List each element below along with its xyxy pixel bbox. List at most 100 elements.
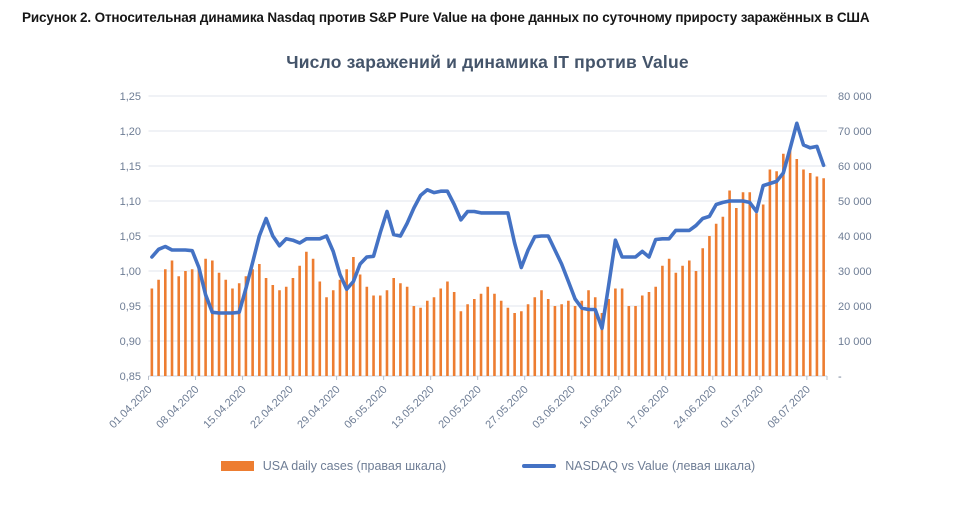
daily-cases-bar <box>358 274 362 376</box>
x-tick-label: 22.04.2020 <box>248 384 295 431</box>
daily-cases-bar <box>190 269 194 376</box>
daily-cases-bar <box>526 304 530 376</box>
daily-cases-bar <box>614 288 617 376</box>
daily-cases-bar <box>694 271 698 376</box>
daily-cases-bar <box>587 290 590 376</box>
daily-cases-bar <box>795 159 799 376</box>
daily-cases-bar <box>412 306 416 376</box>
x-tick-label: 03.06.2020 <box>530 384 577 431</box>
daily-cases-bar <box>721 216 725 376</box>
daily-cases-bar <box>473 299 476 376</box>
daily-cases-bar <box>627 306 631 376</box>
legend-label-nasdaq: NASDAQ vs Value (левая шкала) <box>565 459 756 473</box>
daily-cases-bar <box>372 295 375 376</box>
daily-cases-bar <box>775 171 778 376</box>
daily-cases-bar <box>311 258 315 376</box>
daily-cases-bar <box>560 304 563 376</box>
daily-cases-bar <box>667 258 671 376</box>
daily-cases-bar <box>607 299 610 376</box>
daily-cases-bar <box>822 178 825 376</box>
daily-cases-bar <box>486 286 490 376</box>
daily-cases-bar <box>493 293 496 376</box>
x-tick-label: 08.07.2020 <box>766 384 813 431</box>
daily-cases-bar <box>365 286 369 376</box>
daily-cases-bar <box>211 260 214 376</box>
daily-cases-bar <box>674 272 678 376</box>
daily-cases-bar <box>284 286 288 376</box>
daily-cases-bar <box>345 269 348 376</box>
daily-cases-bar <box>620 288 624 376</box>
daily-cases-bar <box>540 290 543 376</box>
daily-cases-bar <box>325 297 328 376</box>
x-tick-label: 15.04.2020 <box>201 384 248 431</box>
daily-cases-bar <box>425 300 429 376</box>
daily-cases-bar <box>479 293 483 376</box>
daily-cases-bar <box>580 300 584 376</box>
left-axis-tick-label: 0,85 <box>120 371 141 383</box>
daily-cases-bar <box>735 208 738 376</box>
chart-title: Число заражений и динамика IT против Val… <box>286 52 689 72</box>
daily-cases-bar <box>237 283 241 376</box>
daily-cases-bar <box>640 295 644 376</box>
x-tick-label: 10.06.2020 <box>577 384 624 431</box>
right-axis-tick-label: 80 000 <box>838 91 872 103</box>
x-tick-label: 06.05.2020 <box>342 384 389 431</box>
left-axis-tick-label: 1,20 <box>120 126 141 138</box>
daily-cases-bar <box>466 304 469 376</box>
daily-cases-bar <box>432 297 436 376</box>
daily-cases-bar <box>150 288 154 376</box>
daily-cases-bar <box>681 265 684 376</box>
x-tick-label: 13.05.2020 <box>389 384 436 431</box>
right-axis-tick-label: - <box>838 371 842 383</box>
daily-cases-bar <box>305 251 308 376</box>
daily-cases-bar <box>741 192 745 376</box>
x-tick-label: 01.04.2020 <box>107 384 154 431</box>
daily-cases-bar <box>634 306 637 376</box>
daily-cases-bar <box>782 153 785 376</box>
left-axis-tick-label: 1,00 <box>120 266 141 278</box>
x-tick-label: 29.04.2020 <box>295 384 342 431</box>
daily-cases-bar <box>170 260 174 376</box>
daily-cases-bar <box>513 313 516 376</box>
x-tick-label: 24.06.2020 <box>671 384 718 431</box>
x-tick-label: 27.05.2020 <box>483 384 530 431</box>
daily-cases-bar <box>204 258 207 376</box>
daily-cases-bar <box>258 264 261 376</box>
daily-cases-bar <box>298 265 301 376</box>
daily-cases-bar <box>392 278 396 376</box>
left-axis-tick-label: 0,90 <box>120 336 141 348</box>
right-axis-tick-label: 10 000 <box>838 336 872 348</box>
daily-cases-bar <box>197 265 201 376</box>
x-tick-label: 17.06.2020 <box>624 384 671 431</box>
x-tick-label: 01.07.2020 <box>719 384 766 431</box>
left-axis-tick-label: 1,10 <box>120 196 141 208</box>
daily-cases-bar <box>708 236 711 376</box>
left-axis-tick-label: 0,95 <box>120 301 141 313</box>
daily-cases-bar <box>399 283 402 376</box>
daily-cases-bar <box>815 176 819 376</box>
daily-cases-bar <box>788 146 792 376</box>
daily-cases-bar <box>593 297 597 376</box>
daily-cases-bar <box>163 269 167 376</box>
daily-cases-bar <box>224 279 228 376</box>
daily-cases-bar <box>728 190 731 376</box>
daily-cases-bar <box>251 269 254 376</box>
daily-cases-bar <box>761 204 765 376</box>
daily-cases-bar <box>446 281 449 376</box>
daily-cases-bar <box>338 279 342 376</box>
daily-cases-bar <box>748 192 752 376</box>
daily-cases-bar <box>808 173 812 376</box>
x-tick-label: 08.04.2020 <box>154 384 201 431</box>
left-axis-tick-label: 1,15 <box>120 161 141 173</box>
daily-cases-bar <box>600 313 604 376</box>
x-tick-label: 20.05.2020 <box>436 384 483 431</box>
daily-cases-bar <box>573 306 577 376</box>
daily-cases-bar <box>459 311 463 376</box>
daily-cases-bar <box>184 271 187 376</box>
daily-cases-bar <box>177 276 181 376</box>
daily-cases-bar <box>385 290 389 376</box>
nasdaq-line-swatch-icon <box>522 464 557 468</box>
daily-cases-bar <box>244 276 248 376</box>
